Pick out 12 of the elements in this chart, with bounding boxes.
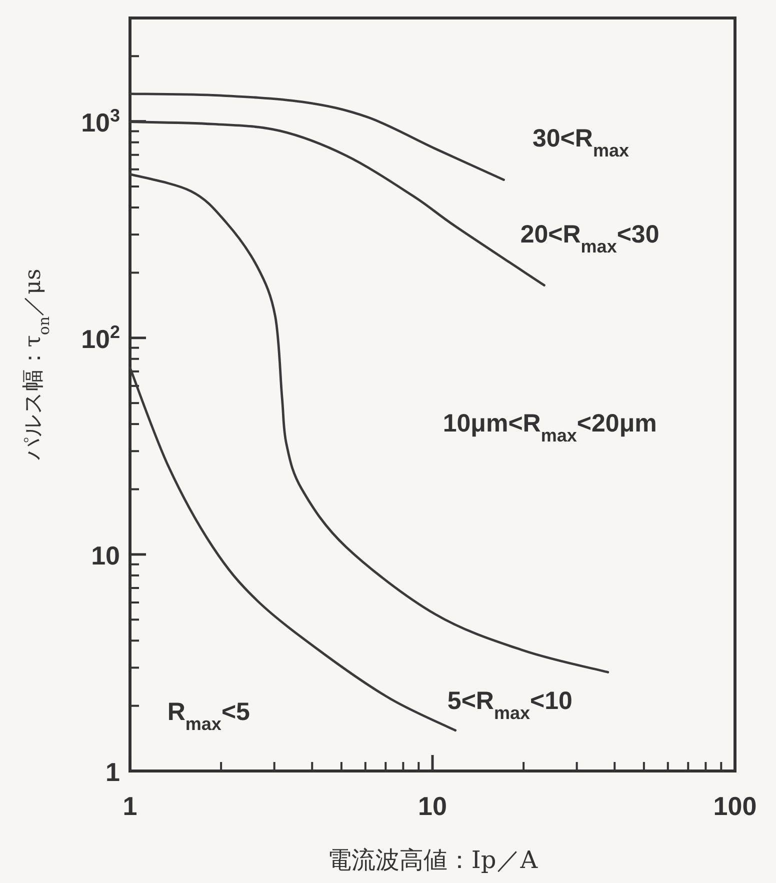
annotation: 20<R$_{max}$<30 (520, 220, 660, 256)
annotation: 30<R$_{max}$ (532, 124, 629, 161)
y-tick-label: 10 (91, 540, 120, 570)
annotation: 5<R$_{max}$<10 (447, 687, 572, 724)
y-tick-label: 10$^{3}$ (81, 105, 120, 138)
y-tick-label: 10$^{2}$ (81, 322, 120, 354)
y-tick-label: 1 (106, 757, 120, 787)
x-tick-label: 10 (418, 791, 447, 821)
annotation: R$_{max}$<5 (167, 698, 250, 734)
x-tick-label: 100 (713, 791, 757, 821)
x-axis-title: 電流波高値：Ip／A (327, 846, 538, 874)
annotation: 10μm<R$_{max}$<20μm (442, 409, 657, 446)
